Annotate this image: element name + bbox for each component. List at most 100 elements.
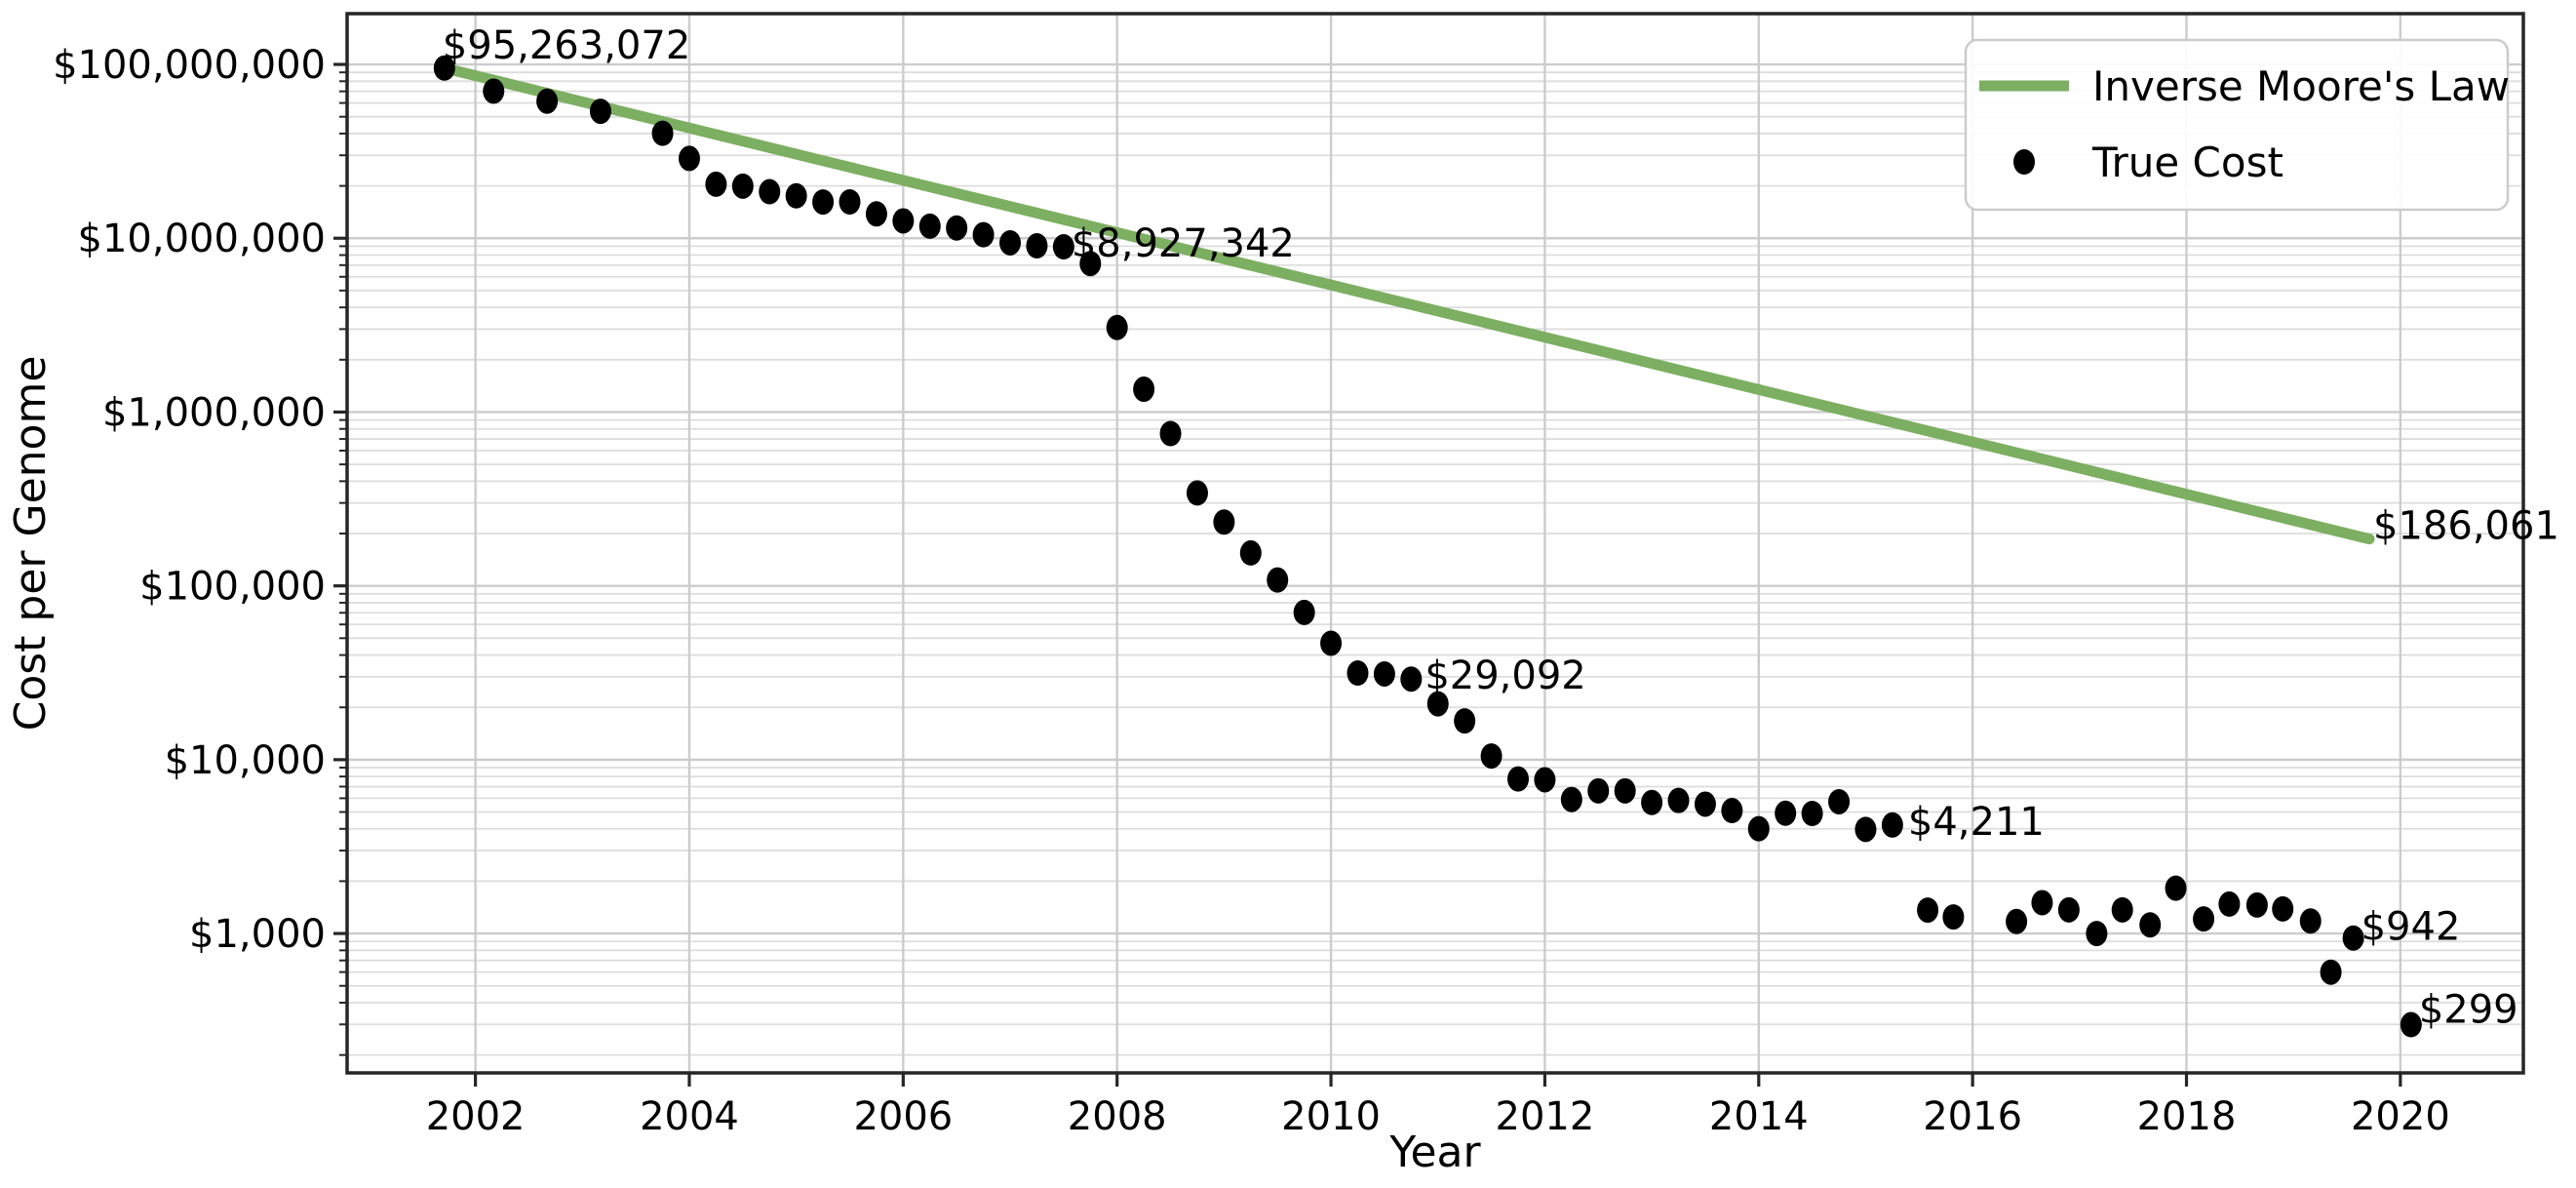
data-point [2299,908,2322,934]
data-point [1267,567,1289,593]
data-point [1854,816,1877,843]
x-tick-label: 2020 [2351,1094,2450,1139]
x-tick-label: 2008 [1068,1094,1167,1139]
data-point [1917,897,1939,924]
data-point [1320,630,1343,656]
x-tick-label: 2006 [853,1094,953,1139]
data-point [1694,791,1716,817]
data-point [839,189,861,216]
data-point [1747,815,1770,842]
annotation-label: $8,927,342 [1072,221,1295,266]
data-point [1560,786,1582,812]
data-point [1881,812,1903,838]
data-point [2086,921,2108,947]
plot-border [345,12,2525,1075]
x-tick-label: 2014 [1709,1094,1809,1139]
data-point [1587,777,1610,804]
y-tick-label: $100,000 [139,565,326,610]
data-point [1942,904,1965,931]
true-cost-points [433,55,2422,1038]
moore-law-line [439,62,2375,545]
data-point [1775,800,1797,826]
data-point [2245,891,2268,918]
y-tick-label: $10,000 [165,738,326,783]
data-point [2165,875,2187,901]
y-tick-label: $10,000,000 [78,217,326,261]
data-point [1641,789,1663,815]
data-point [2400,1011,2422,1038]
annotation-label: $942 [2361,905,2461,950]
data-point [536,88,559,114]
annotation-label: $29,092 [1425,653,1585,698]
annotation-label: $299 [2419,988,2518,1033]
data-point [1426,691,1449,717]
annotation-label: $186,061 [2373,504,2559,549]
data-point [1454,708,1476,734]
data-point [2006,908,2028,934]
data-point [2272,895,2294,922]
data-point [785,182,807,209]
y-tick-label: $100,000,000 [53,43,326,88]
data-point [1026,232,1048,258]
data-point [1480,743,1503,770]
x-tick-label: 2002 [426,1094,526,1139]
annotation-label: $95,263,072 [443,23,690,68]
data-point [1373,660,1395,687]
data-point [918,213,941,239]
data-point [999,229,1022,256]
data-point [2111,896,2133,923]
data-point [1507,766,1530,792]
data-point [589,99,611,125]
annotation-label: $4,211 [1908,800,2045,845]
y-tick-label: $1,000,000 [102,390,326,435]
data-point [2139,912,2162,938]
x-tick-label: 2016 [1923,1094,2022,1139]
x-tick-label: 2018 [2137,1094,2237,1139]
data-point [865,201,887,227]
data-point [1106,314,1128,340]
y-axis-title: Cost per Genome [6,356,56,732]
data-point [483,78,505,104]
series [433,55,2422,1038]
annotations: $95,263,072 $8,927,342 $29,092 $4,211 $942 $2… [443,23,2559,1033]
data-point [946,215,968,241]
data-point [1400,666,1423,693]
y-tick-label: $1,000 [189,912,326,957]
data-point [1133,376,1155,403]
data-point [1534,767,1556,793]
data-point [1052,234,1074,260]
data-point [678,145,700,172]
data-point [2218,891,2241,917]
data-point [972,221,995,248]
data-point [1828,788,1851,814]
data-point [2342,925,2364,951]
legend-item-label: True Cost [2091,139,2283,186]
data-point [1213,509,1235,535]
x-tick-label: 2010 [1281,1094,1381,1139]
data-point [2031,890,2053,916]
legend-item-label: Inverse Moore's Law [2092,62,2510,110]
data-point [812,189,835,216]
data-point [2057,896,2080,923]
legend-box [1964,38,2510,212]
x-axis-title: Year [1388,1128,1481,1177]
data-point [1667,787,1690,813]
data-point [2193,906,2215,932]
data-point [892,208,915,234]
legend: Inverse Moore's Law True Cost [1964,38,2510,212]
data-point [1186,480,1208,506]
data-point [1614,777,1636,804]
data-point [1801,800,1823,826]
data-point [1239,539,1262,566]
data-point [731,173,754,199]
data-point [759,178,781,205]
x-tick-label: 2004 [640,1094,739,1139]
data-point [1347,660,1369,687]
legend-point-swatch [2013,149,2035,175]
data-point [1721,798,1743,824]
data-point [1159,420,1182,447]
data-point [1079,251,1102,277]
data-point [651,120,674,146]
